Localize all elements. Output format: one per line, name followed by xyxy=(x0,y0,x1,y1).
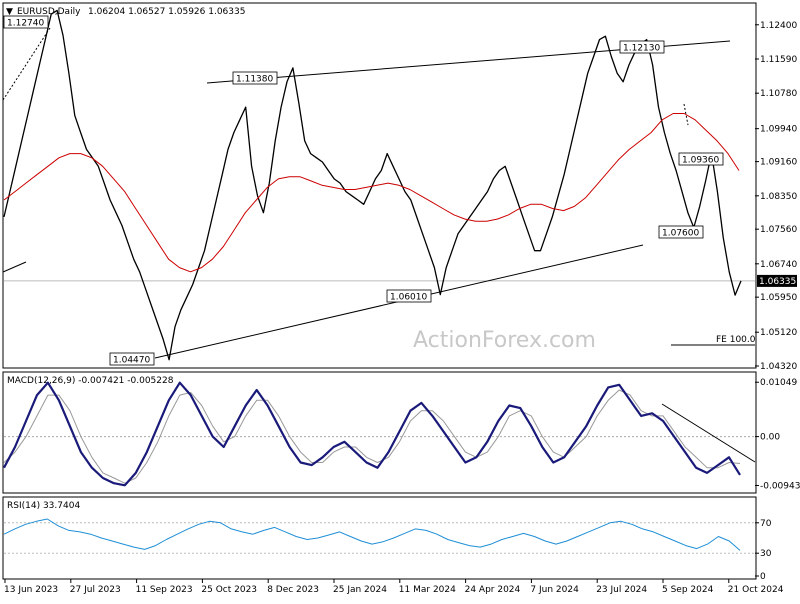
price-y-tick-label: 1.05120 xyxy=(760,328,797,338)
x-axis-label: 25 Oct 2023 xyxy=(201,585,257,595)
fe-level-label: FE 100.0 xyxy=(716,335,756,345)
price-annotation-label: 1.11380 xyxy=(236,75,273,85)
price-y-tick-label: 1.07560 xyxy=(760,225,797,235)
series-layer xyxy=(3,9,742,551)
macd-main-line xyxy=(3,381,741,487)
watermark: ActionForex.com xyxy=(413,328,596,353)
macd-trendline xyxy=(661,403,756,463)
x-axis-label: 5 Sep 2024 xyxy=(662,585,714,595)
trendlines xyxy=(2,27,756,463)
price-panel-frame xyxy=(2,2,757,369)
current-price-label: 1.06335 xyxy=(759,277,796,287)
x-axis-label: 23 Jul 2024 xyxy=(596,585,647,595)
price-annotation-label: 1.06010 xyxy=(390,293,427,303)
dotted-projection-line xyxy=(683,103,689,126)
x-axis-label: 8 Dec 2023 xyxy=(267,585,319,595)
price-annotation-box xyxy=(109,352,155,366)
sma-series-line xyxy=(3,113,740,273)
price-annotation-label: 1.07600 xyxy=(662,229,699,239)
price-series-line xyxy=(3,9,742,361)
x-axis-label: 21 Oct 2024 xyxy=(728,585,784,595)
price-y-tick-label: 1.06740 xyxy=(760,260,797,270)
price-annotation-box xyxy=(3,15,49,29)
macd-y-tick-label: 0.01049 xyxy=(760,378,797,388)
x-axis-label: 24 Apr 2024 xyxy=(465,585,521,595)
price-annotation-label: 1.04470 xyxy=(113,356,150,366)
x-axis-label: 11 Mar 2024 xyxy=(399,585,456,595)
macd-y-tick-label: -0.009435 xyxy=(760,481,800,491)
macd-y-tick-label: 0.00 xyxy=(760,433,780,443)
price-annotation-label: 1.12740 xyxy=(7,19,44,29)
annotations: 1.12740 1.11380 1.12130 1.09360 1.07600 1.060… xyxy=(3,15,756,366)
x-axis-label: 13 Jun 2023 xyxy=(4,585,58,595)
price-y-tick-label: 1.09160 xyxy=(760,158,797,168)
price-annotation-box xyxy=(386,289,432,303)
dotted-projection-line xyxy=(2,27,51,101)
price-y-tick-label: 1.09940 xyxy=(760,125,797,135)
price-annotation-box xyxy=(232,71,278,85)
rsi-label: RSI(14) 33.7404 xyxy=(7,501,80,511)
x-axis-label: 25 Jan 2024 xyxy=(333,585,387,595)
short-trendline xyxy=(2,261,27,273)
ohlc-label: 1.06204 1.06527 1.05926 1.06335 xyxy=(88,7,245,17)
rsi-y-tick-label: 0 xyxy=(760,572,766,582)
price-y-tick-label: 1.10780 xyxy=(760,89,797,99)
symbol-label: EURUSD,Daily xyxy=(17,7,81,17)
price-y-tick-label: 1.08350 xyxy=(760,192,797,202)
price-annotation-label: 1.12130 xyxy=(623,44,660,54)
price-y-tick-label: 1.12400 xyxy=(760,21,797,31)
price-annotation-box xyxy=(678,152,724,166)
axes: 1.12400 1.11590 1.10780 1.09940 1.09160 1.083… xyxy=(4,21,800,595)
rsi-y-tick-label: 30 xyxy=(760,549,772,559)
dropdown-arrow-icon[interactable]: ▼ xyxy=(6,7,13,17)
macd-panel-frame xyxy=(2,371,757,494)
rsi-panel-frame xyxy=(2,496,757,580)
price-annotation-box xyxy=(658,225,704,239)
x-axis-label: 11 Sep 2023 xyxy=(136,585,193,595)
macd-label: MACD(12,26,9) -0.007421 -0.005228 xyxy=(7,376,174,386)
rsi-line xyxy=(3,518,741,551)
price-y-tick-label: 1.11590 xyxy=(760,55,797,65)
current-price-box xyxy=(757,274,797,287)
price-annotation-box xyxy=(619,40,665,54)
price-y-tick-label: 1.05950 xyxy=(760,293,797,303)
rsi-y-tick-label: 70 xyxy=(760,519,772,529)
x-axis-label: 27 Jul 2023 xyxy=(70,585,121,595)
price-annotation-label: 1.09360 xyxy=(682,156,719,166)
grid-layer xyxy=(4,280,755,554)
price-y-tick-label: 1.04320 xyxy=(760,362,797,372)
x-axis-label: 7 Jun 2024 xyxy=(530,585,579,595)
